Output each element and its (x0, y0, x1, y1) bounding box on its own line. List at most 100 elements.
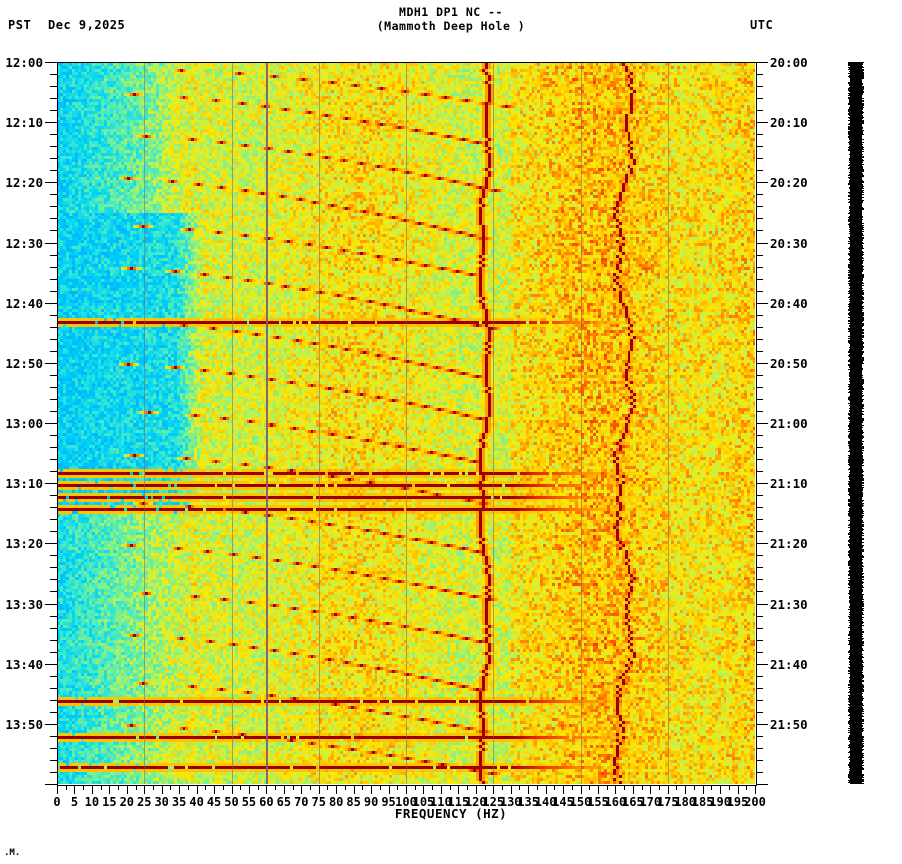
x-axis-tick (493, 785, 494, 794)
y-axis-tick-right (756, 495, 763, 496)
y-axis-tick-right (756, 579, 763, 580)
timezone-label-left: PST (8, 18, 32, 32)
x-axis-tick (345, 785, 346, 790)
y-axis-label-pst-1250: 12:50 (5, 355, 43, 371)
x-axis-tick (458, 785, 459, 794)
y-axis-tick-right (756, 459, 763, 460)
x-axis-tick (450, 785, 451, 790)
y-axis-tick-right (756, 423, 768, 424)
y-axis-tick-right (756, 411, 763, 412)
x-axis-tick (581, 785, 582, 794)
y-axis-tick-left (50, 387, 57, 388)
y-axis-label-pst-1210: 12:10 (5, 115, 43, 131)
x-axis-tick (563, 785, 564, 794)
y-axis-tick-left (50, 555, 57, 556)
y-axis-tick-right (756, 206, 763, 207)
y-axis-tick-right (756, 604, 768, 605)
y-axis-tick-left (50, 291, 57, 292)
y-axis-tick-left (50, 688, 57, 689)
y-axis-tick-left (50, 146, 57, 147)
y-axis-tick-left (50, 327, 57, 328)
y-axis-tick-left (50, 279, 57, 280)
x-axis-tick (659, 785, 660, 790)
y-axis-tick-right (756, 688, 763, 689)
y-axis-tick-left (50, 495, 57, 496)
y-axis-label-pst-1310: 13:10 (5, 476, 43, 492)
x-axis-tick (249, 785, 250, 794)
y-axis-tick-right (756, 182, 768, 183)
y-axis-tick-left (45, 62, 57, 63)
y-axis-tick-right (756, 483, 768, 484)
y-axis-label-pst-1330: 13:30 (5, 596, 43, 612)
x-axis-tick (572, 785, 573, 790)
y-axis-tick-right (756, 760, 763, 761)
x-axis-tick (729, 785, 730, 790)
x-axis-tick (633, 785, 634, 794)
y-axis-tick-left (45, 483, 57, 484)
x-axis-tick (319, 785, 320, 794)
y-axis-tick-right (756, 74, 763, 75)
date-label: Dec 9,2025 (48, 18, 126, 32)
x-axis-tick (624, 785, 625, 790)
x-axis-tick (179, 785, 180, 794)
y-axis-label-utc-2050: 20:50 (770, 355, 808, 371)
y-axis-tick-right (756, 315, 763, 316)
y-axis-tick-right (756, 640, 763, 641)
y-axis-tick-right (756, 243, 768, 244)
y-axis-tick-left (50, 267, 57, 268)
x-axis-tick (92, 785, 93, 794)
y-axis-label-pst-1230: 12:30 (5, 235, 43, 251)
spectrogram-plot-area (57, 62, 755, 784)
x-axis-tick (101, 785, 102, 790)
x-axis-tick (519, 785, 520, 790)
y-axis-label-utc-2110: 21:10 (770, 476, 808, 492)
x-axis-tick (537, 785, 538, 790)
x-axis-tick (301, 785, 302, 794)
station-title: MDH1 DP1 NC -- (399, 5, 503, 19)
y-axis-tick-right (756, 218, 763, 219)
y-axis-tick-right (756, 531, 763, 532)
y-axis-label-utc-2100: 21:00 (770, 416, 808, 431)
y-axis-tick-right (756, 652, 763, 653)
y-axis-tick-left (50, 471, 57, 472)
y-axis-tick-right (756, 591, 763, 592)
corner-mark: .M. (4, 848, 21, 858)
x-axis-tick (275, 785, 276, 790)
x-axis-tick (397, 785, 398, 790)
y-axis-label-utc-2010: 20:10 (770, 115, 808, 131)
x-axis-tick (406, 785, 407, 794)
y-axis-tick-right (756, 399, 763, 400)
y-axis-tick-right (756, 664, 768, 665)
x-axis-tick (380, 785, 381, 790)
x-axis-tick (607, 785, 608, 790)
x-axis-tick (554, 785, 555, 790)
x-axis-tick (371, 785, 372, 794)
y-axis-tick-left (45, 182, 57, 183)
x-axis-tick (223, 785, 224, 790)
y-axis-label-pst-1240: 12:40 (5, 295, 43, 311)
x-axis-tick (354, 785, 355, 794)
y-axis-tick-right (756, 134, 763, 135)
x-axis-tick (83, 785, 84, 790)
x-axis-tick (746, 785, 747, 790)
y-axis-tick-right (756, 230, 763, 231)
y-axis-tick-left (50, 98, 57, 99)
x-axis-tick (258, 785, 259, 790)
y-axis-tick-left (50, 194, 57, 195)
x-axis-tick (232, 785, 233, 794)
y-axis-tick-left (45, 363, 57, 364)
x-axis-tick (66, 785, 67, 790)
y-axis-tick-right (756, 255, 763, 256)
y-axis-tick-right (756, 291, 763, 292)
y-axis-tick-right (756, 748, 763, 749)
x-axis-tick (676, 785, 677, 790)
y-axis-label-pst-1350: 13:50 (5, 716, 43, 732)
x-axis-tick (109, 785, 110, 794)
y-axis-tick-right (756, 616, 763, 617)
y-axis-tick-left (50, 74, 57, 75)
y-axis-tick-left (45, 303, 57, 304)
y-axis-tick-left (50, 315, 57, 316)
y-axis-tick-right (756, 471, 763, 472)
y-axis-tick-left (50, 519, 57, 520)
